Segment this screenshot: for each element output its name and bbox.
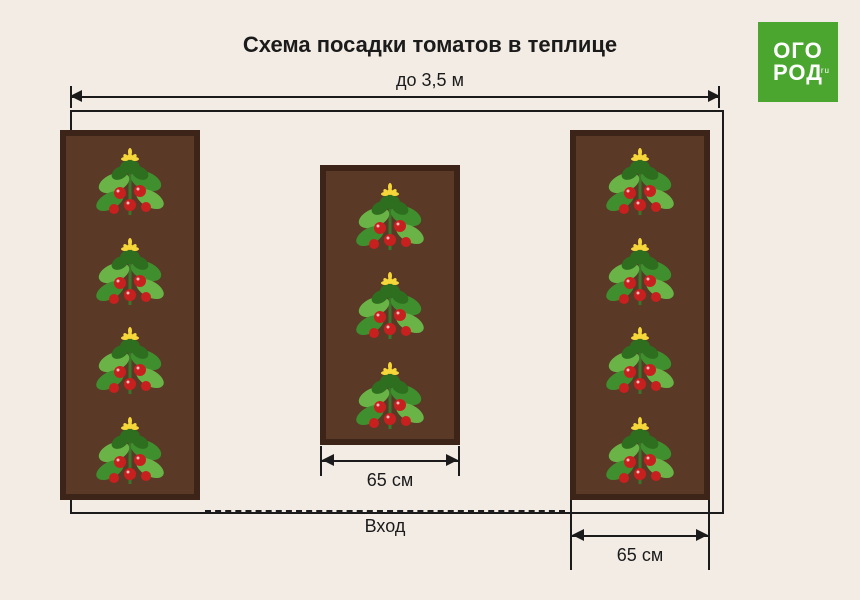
- bed-right: [570, 130, 710, 500]
- dim-top-label: до 3,5 м: [0, 70, 860, 91]
- dim-center-label: 65 см: [320, 470, 460, 491]
- tomato-plant-icon: [350, 178, 430, 253]
- tomato-plant-icon: [90, 233, 170, 308]
- dim-right-line: [572, 535, 708, 537]
- bed-center: [320, 165, 460, 445]
- bed-center-plants: [326, 171, 454, 439]
- dim-center-line: [322, 460, 458, 462]
- dim-right-label: 65 см: [570, 545, 710, 566]
- dim-top-arrow-left: [70, 90, 82, 102]
- bed-left-plants: [66, 136, 194, 494]
- tomato-plant-icon: [350, 267, 430, 342]
- tomato-plant-icon: [600, 233, 680, 308]
- dim-top-arrow-right: [708, 90, 720, 102]
- tomato-plant-icon: [600, 143, 680, 218]
- bed-right-plants: [576, 136, 704, 494]
- tomato-plant-icon: [600, 322, 680, 397]
- bed-left: [60, 130, 200, 500]
- tomato-plant-icon: [90, 143, 170, 218]
- tomato-plant-icon: [350, 357, 430, 432]
- tomato-plant-icon: [600, 412, 680, 487]
- dim-right-arrow-right: [696, 529, 708, 541]
- dim-right-arrow-left: [572, 529, 584, 541]
- dim-center-arrow-left: [322, 454, 334, 466]
- diagram-title: Схема посадки томатов в теплице: [0, 32, 860, 58]
- dim-top-line: [70, 96, 720, 98]
- entrance-label: Вход: [205, 516, 565, 537]
- entrance-dashed-line: [205, 510, 565, 512]
- dim-center-arrow-right: [446, 454, 458, 466]
- tomato-plant-icon: [90, 322, 170, 397]
- tomato-plant-icon: [90, 412, 170, 487]
